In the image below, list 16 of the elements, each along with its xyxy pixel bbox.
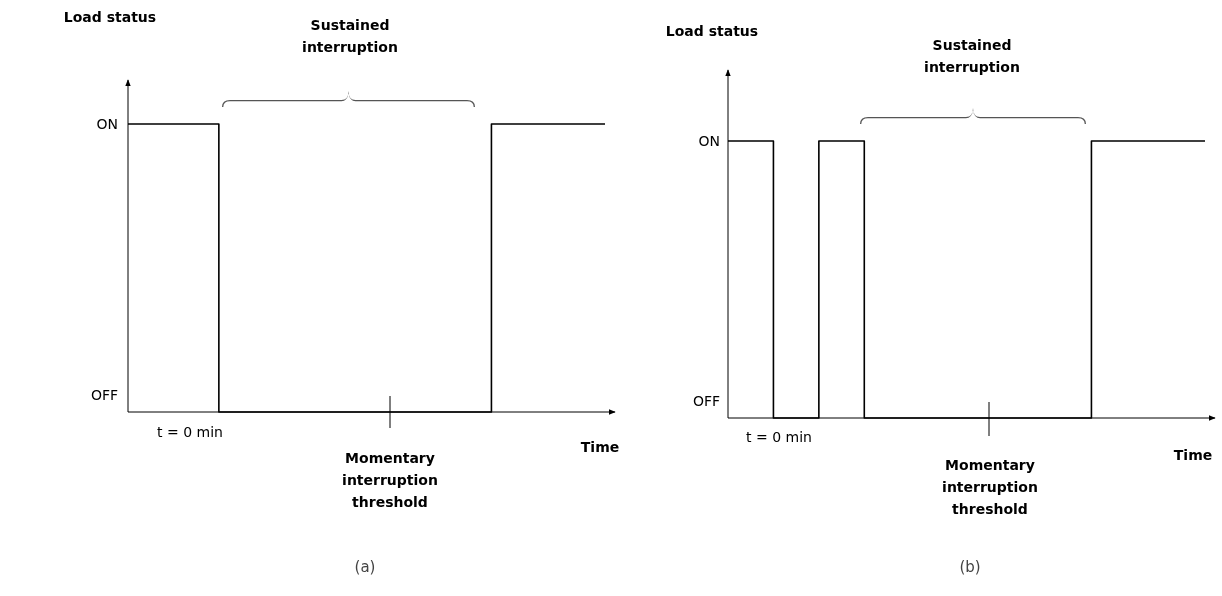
text: (b) bbox=[959, 558, 981, 576]
text: (a) bbox=[354, 558, 376, 576]
x-axis-title: Time bbox=[1173, 447, 1213, 463]
text: t = 0 min bbox=[157, 424, 223, 440]
text: Sustained interruption bbox=[924, 37, 1020, 75]
text: ON bbox=[698, 133, 720, 149]
x-axis-title: Time bbox=[580, 439, 620, 455]
text: OFF bbox=[692, 393, 720, 409]
y-axis-title: Load status bbox=[665, 23, 759, 39]
text: OFF bbox=[90, 387, 118, 403]
y-axis-title: Load status bbox=[63, 9, 157, 25]
text: Sustained interruption bbox=[302, 17, 398, 55]
text: Momentary interruption threshold bbox=[942, 457, 1038, 517]
text: ON bbox=[96, 116, 118, 132]
text: Momentary interruption threshold bbox=[342, 450, 438, 510]
text: t = 0 min bbox=[746, 429, 812, 445]
